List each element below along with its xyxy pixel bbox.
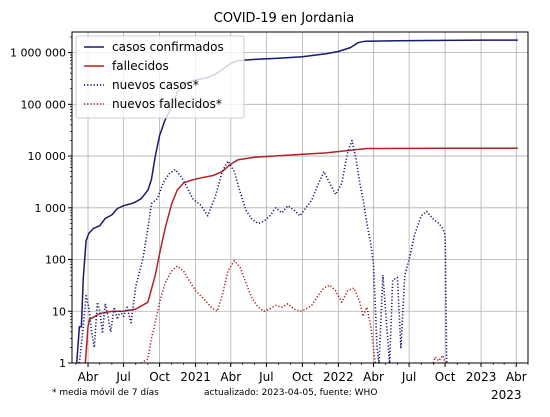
x-year-label: 2023 <box>491 388 522 402</box>
series-line-4 <box>432 354 446 363</box>
y-tick-label-5: 100 000 <box>21 98 67 111</box>
x-tick-label-1: Jul <box>115 370 130 384</box>
series-line-1 <box>84 147 518 363</box>
x-tick-label-8: Abr <box>363 370 384 384</box>
x-tick-label-12: Abr <box>506 370 527 384</box>
tick-layer: 1 10 100 1 000 10 000 100 000 1 000 000 Abr Jul O… <box>10 36 529 402</box>
x-tick-label-4: Abr <box>220 370 241 384</box>
legend-label-0: casos confirmados <box>112 40 224 54</box>
x-tick-label-11: 2023 <box>466 370 497 384</box>
y-tick-label-0: 1 <box>59 357 66 370</box>
legend-box <box>75 35 245 119</box>
x-tick-label-5: Jul <box>258 370 273 384</box>
y-tick-label-6: 1 000 000 <box>10 47 66 60</box>
series-line-2 <box>78 139 448 363</box>
chart-title: COVID-19 en Jordania <box>214 11 355 26</box>
x-tick-label-10: Oct <box>435 370 456 384</box>
y-tick-label-4: 10 000 <box>28 150 67 163</box>
plot-frame <box>71 31 529 364</box>
x-tick-label-7: 2022 <box>323 370 354 384</box>
y-tick-label-3: 1 000 <box>35 202 67 215</box>
series-line-3 <box>140 259 376 363</box>
legend-label-1: fallecidos <box>112 59 169 73</box>
legend: casos confirmados fallecidos nuevos casos*… <box>75 35 245 119</box>
footnote: * media móvil de 7 días <box>52 388 159 398</box>
legend-label-2: nuevos casos* <box>112 78 199 92</box>
y-tick-label-2: 100 <box>45 254 66 267</box>
legend-label-3: nuevos fallecidos* <box>112 97 222 111</box>
x-tick-label-6: Oct <box>292 370 313 384</box>
y-tick-label-1: 10 <box>52 305 66 318</box>
x-tick-label-0: Abr <box>78 370 99 384</box>
source-note: actualizado: 2023-04-05, fuente: WHO <box>204 388 378 398</box>
x-tick-label-3: 2021 <box>180 370 211 384</box>
x-tick-label-9: Jul <box>401 370 416 384</box>
x-tick-label-2: Oct <box>149 370 170 384</box>
